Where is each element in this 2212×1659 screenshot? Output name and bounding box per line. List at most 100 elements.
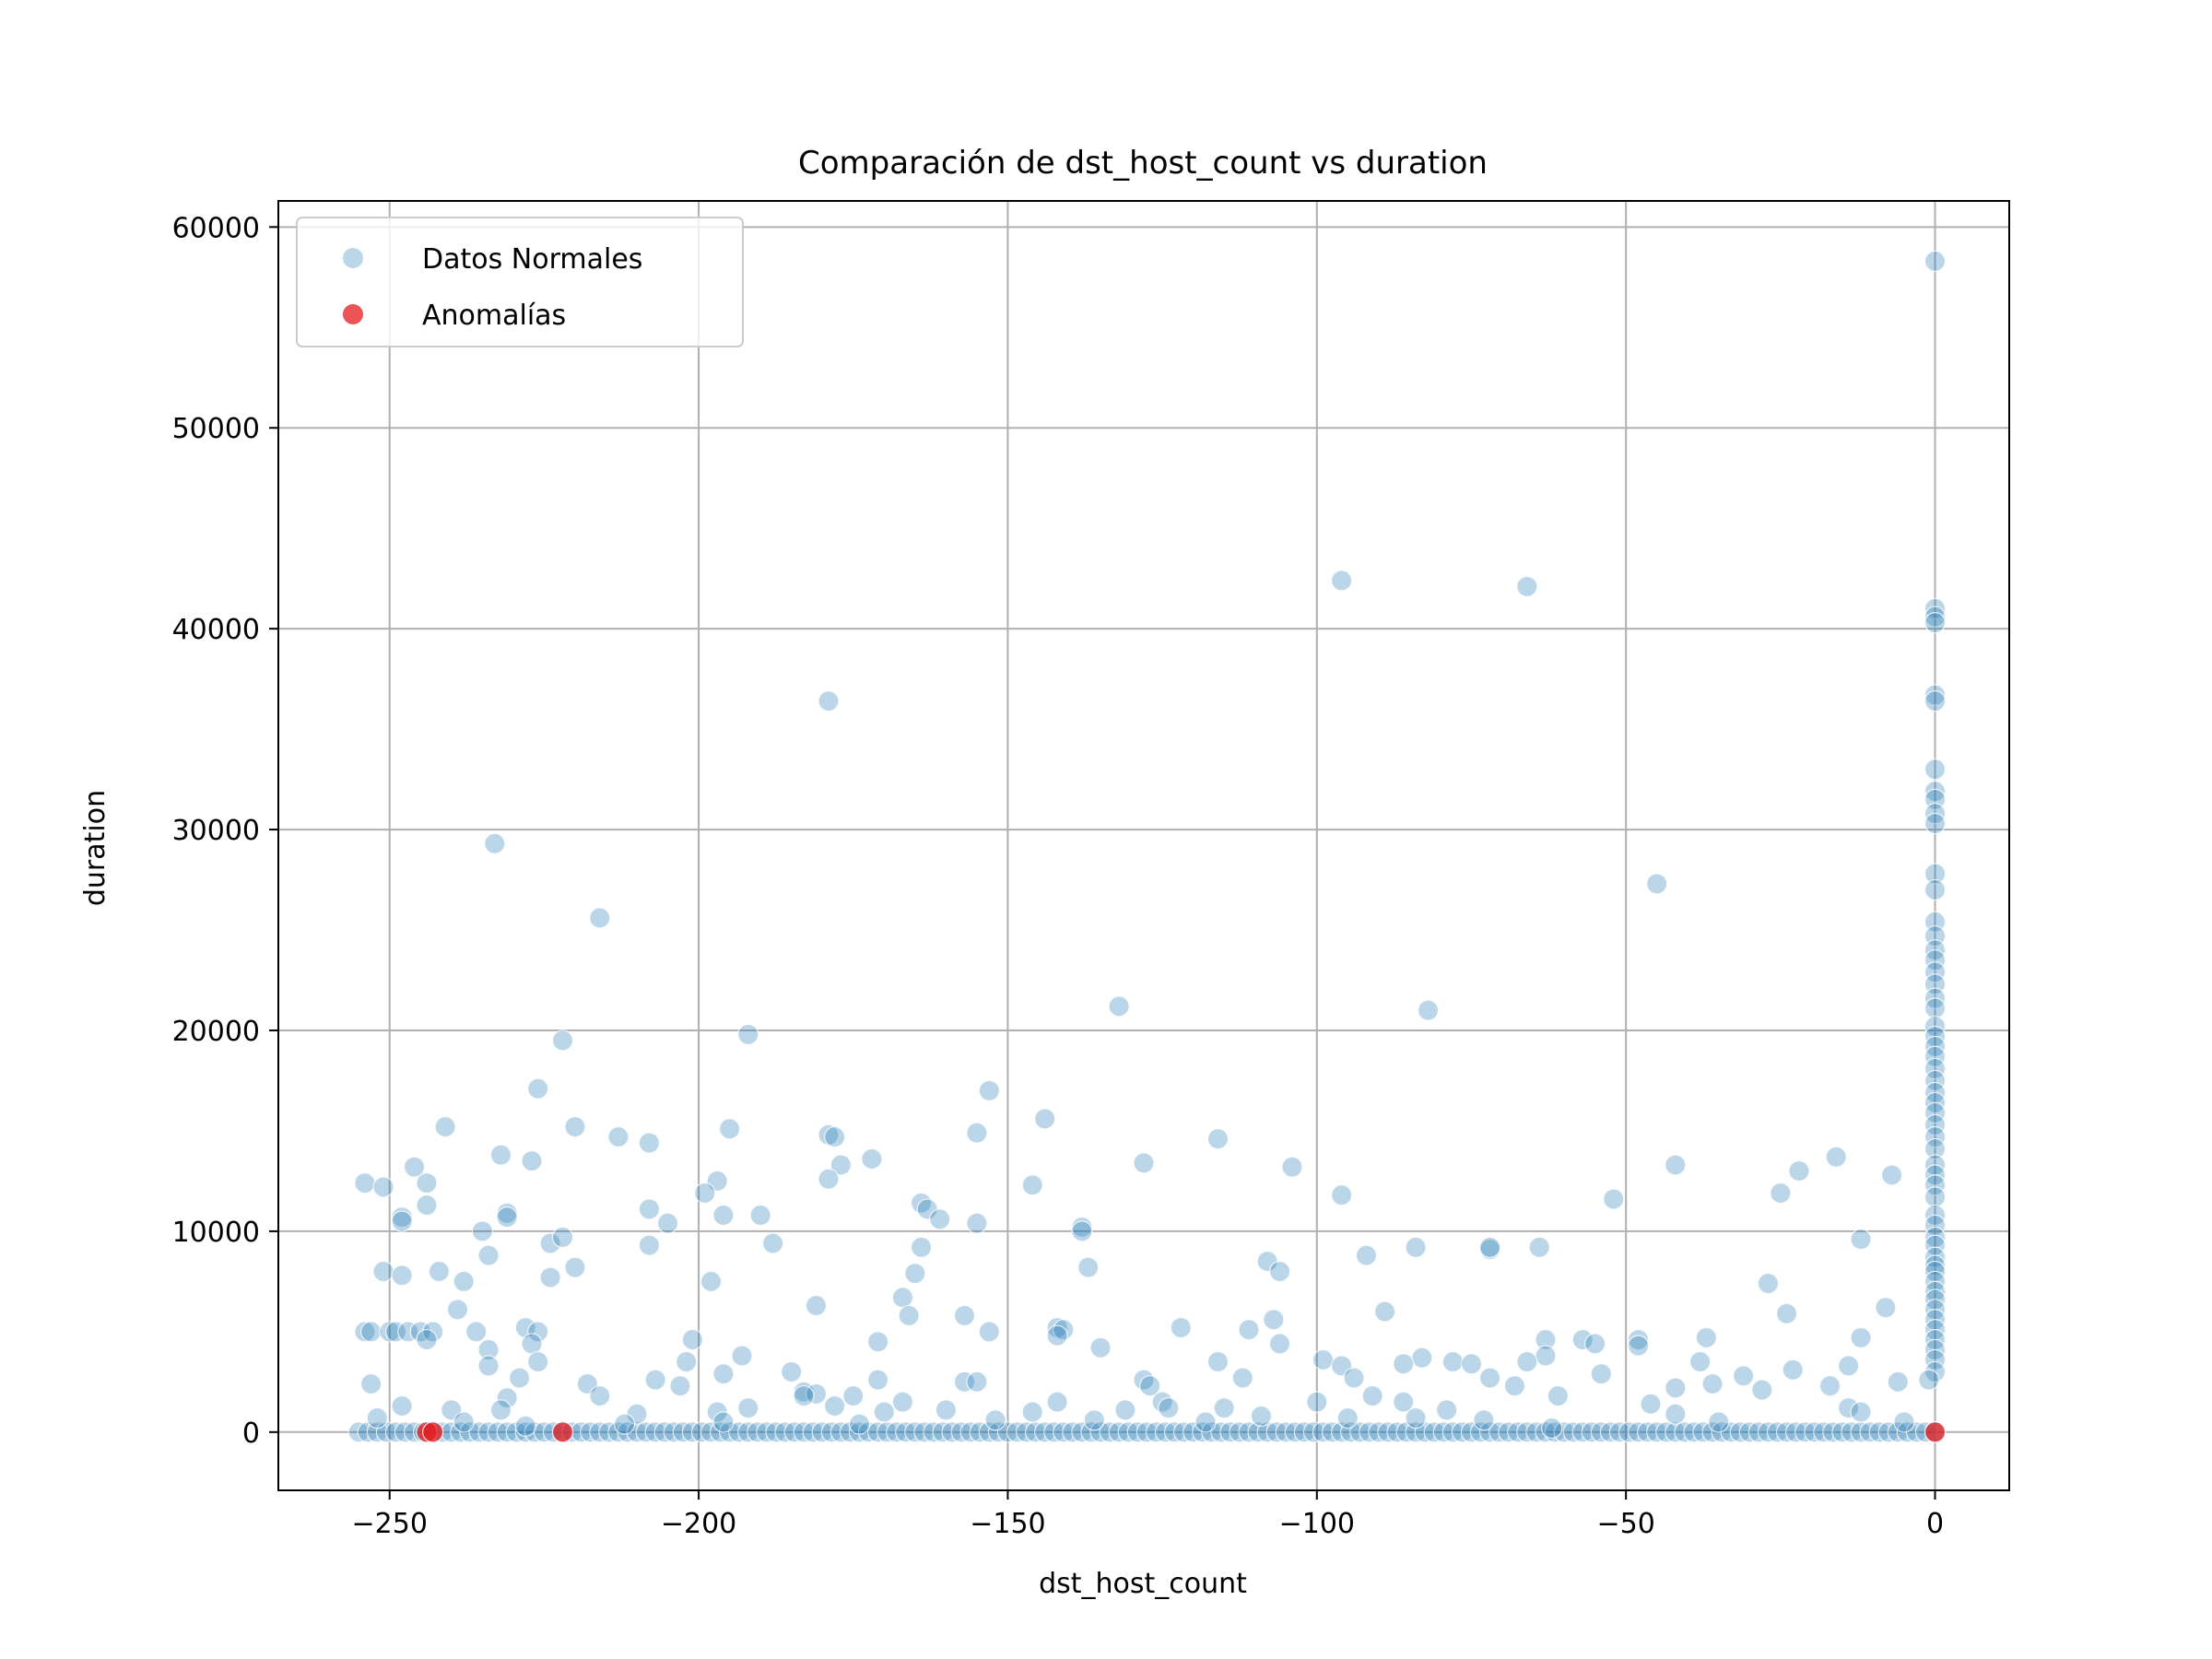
normal-data-point	[1924, 1101, 1947, 1124]
normal-data-point	[1924, 1280, 1947, 1302]
normal-data-point	[1460, 1353, 1483, 1375]
normal-data-point	[1841, 1421, 1863, 1443]
normal-data-point	[496, 1206, 518, 1229]
normal-data-point	[1775, 1302, 1798, 1324]
normal-data-point	[1265, 1421, 1288, 1443]
normal-data-point	[1794, 1421, 1817, 1443]
normal-data-point	[1924, 250, 1947, 272]
normal-data-point	[551, 1030, 574, 1052]
normal-data-point	[1089, 1336, 1112, 1359]
normal-data-point	[465, 1321, 488, 1343]
normal-data-point	[1541, 1417, 1563, 1440]
normal-data-point	[1535, 1345, 1557, 1367]
normal-data-point	[1813, 1421, 1835, 1443]
normal-data-point	[607, 1125, 629, 1148]
normal-data-point	[514, 1421, 536, 1443]
normal-data-point	[1818, 1375, 1841, 1397]
normal-data-point	[1393, 1353, 1415, 1375]
normal-data-point	[747, 1421, 769, 1443]
normal-data-point	[416, 1194, 438, 1217]
normal-data-point	[1034, 1108, 1056, 1130]
normal-data-point	[1738, 1421, 1760, 1443]
normal-data-point	[932, 1421, 954, 1443]
normal-data-point	[1451, 1421, 1474, 1443]
normal-data-point	[1757, 1272, 1780, 1295]
legend-marker-datos-normales	[343, 248, 363, 268]
grid	[278, 201, 2009, 1490]
normal-data-point	[1729, 1421, 1751, 1443]
normal-data-point	[1108, 995, 1130, 1018]
normal-data-point	[700, 1270, 723, 1292]
legend-marker-anomalias	[343, 304, 363, 324]
normal-data-point	[824, 1394, 846, 1418]
normal-data-point	[1114, 1399, 1136, 1421]
normal-data-point	[1775, 1421, 1798, 1443]
normal-data-point	[527, 1350, 549, 1373]
normal-data-point	[1571, 1421, 1594, 1443]
normal-data-point	[1158, 1397, 1180, 1419]
normal-data-point	[1877, 1421, 1900, 1443]
normal-data-point	[923, 1421, 945, 1443]
normal-data-point	[1553, 1421, 1575, 1443]
legend: Datos Normales Anomalías	[296, 217, 744, 347]
normal-data-point	[1062, 1421, 1084, 1443]
normal-data-point	[1618, 1421, 1641, 1443]
normal-data-point	[1665, 1154, 1687, 1176]
normal-data-point	[969, 1421, 991, 1443]
normal-data-point	[756, 1421, 778, 1443]
normal-data-point	[966, 1122, 988, 1144]
normal-data-point	[1868, 1421, 1890, 1443]
normal-data-point	[857, 1421, 880, 1443]
legend-box	[296, 217, 744, 347]
normal-data-point	[521, 1150, 543, 1172]
normal-data-point	[1924, 1348, 1947, 1371]
normal-data-point	[1441, 1421, 1464, 1443]
normal-data-point	[638, 1198, 661, 1220]
normal-data-point	[1133, 1152, 1155, 1174]
normal-data-point	[1478, 1236, 1501, 1258]
normal-data-point	[360, 1321, 382, 1343]
normal-data-point	[1646, 873, 1668, 895]
normal-data-point	[508, 1367, 531, 1389]
normal-data-point	[873, 1401, 895, 1423]
normal-data-point	[468, 1421, 490, 1443]
normal-data-point	[391, 1265, 413, 1287]
normal-data-point	[1368, 1421, 1390, 1443]
normal-data-point	[1229, 1421, 1251, 1443]
normal-data-point	[1201, 1421, 1223, 1443]
normal-data-point	[1590, 1421, 1612, 1443]
normal-data-point	[1747, 1421, 1770, 1443]
normal-data-point	[1701, 1421, 1724, 1443]
normal-data-point	[1405, 1406, 1427, 1430]
normal-data-point	[1210, 1421, 1232, 1443]
normal-data-point	[818, 1168, 840, 1190]
normal-data-point	[477, 1355, 500, 1377]
normal-data-point	[839, 1421, 862, 1443]
legend-label-anomalias: Anomalías	[422, 300, 566, 332]
normal-data-point	[1139, 1375, 1161, 1397]
normal-data-point	[761, 1232, 784, 1254]
normal-data-point	[1117, 1421, 1139, 1443]
normal-data-point	[391, 1394, 413, 1418]
normal-data-point	[904, 1263, 926, 1285]
normal-data-point	[830, 1154, 852, 1176]
normal-data-point	[1924, 690, 1947, 712]
normal-data-point	[1924, 1186, 1947, 1208]
normal-data-point	[866, 1331, 889, 1353]
normal-data-point	[1503, 1375, 1526, 1397]
legend-label-datos-normales: Datos Normales	[422, 243, 642, 276]
normal-data-point	[1584, 1333, 1606, 1355]
normal-data-point	[669, 1375, 691, 1397]
normal-data-point	[1163, 1421, 1186, 1443]
normal-data-point	[712, 1204, 735, 1227]
normal-data-point	[830, 1421, 852, 1443]
normal-data-point	[1359, 1421, 1381, 1443]
normal-data-point	[1516, 1350, 1538, 1373]
normal-data-point	[1603, 1188, 1625, 1210]
y-axis-label: duration	[79, 790, 112, 906]
x-tick-label: −250	[352, 1508, 428, 1540]
normal-data-point	[663, 1421, 685, 1443]
normal-data-point	[1924, 1113, 1947, 1135]
normal-data-point	[1386, 1421, 1408, 1443]
normal-data-point	[1302, 1421, 1325, 1443]
